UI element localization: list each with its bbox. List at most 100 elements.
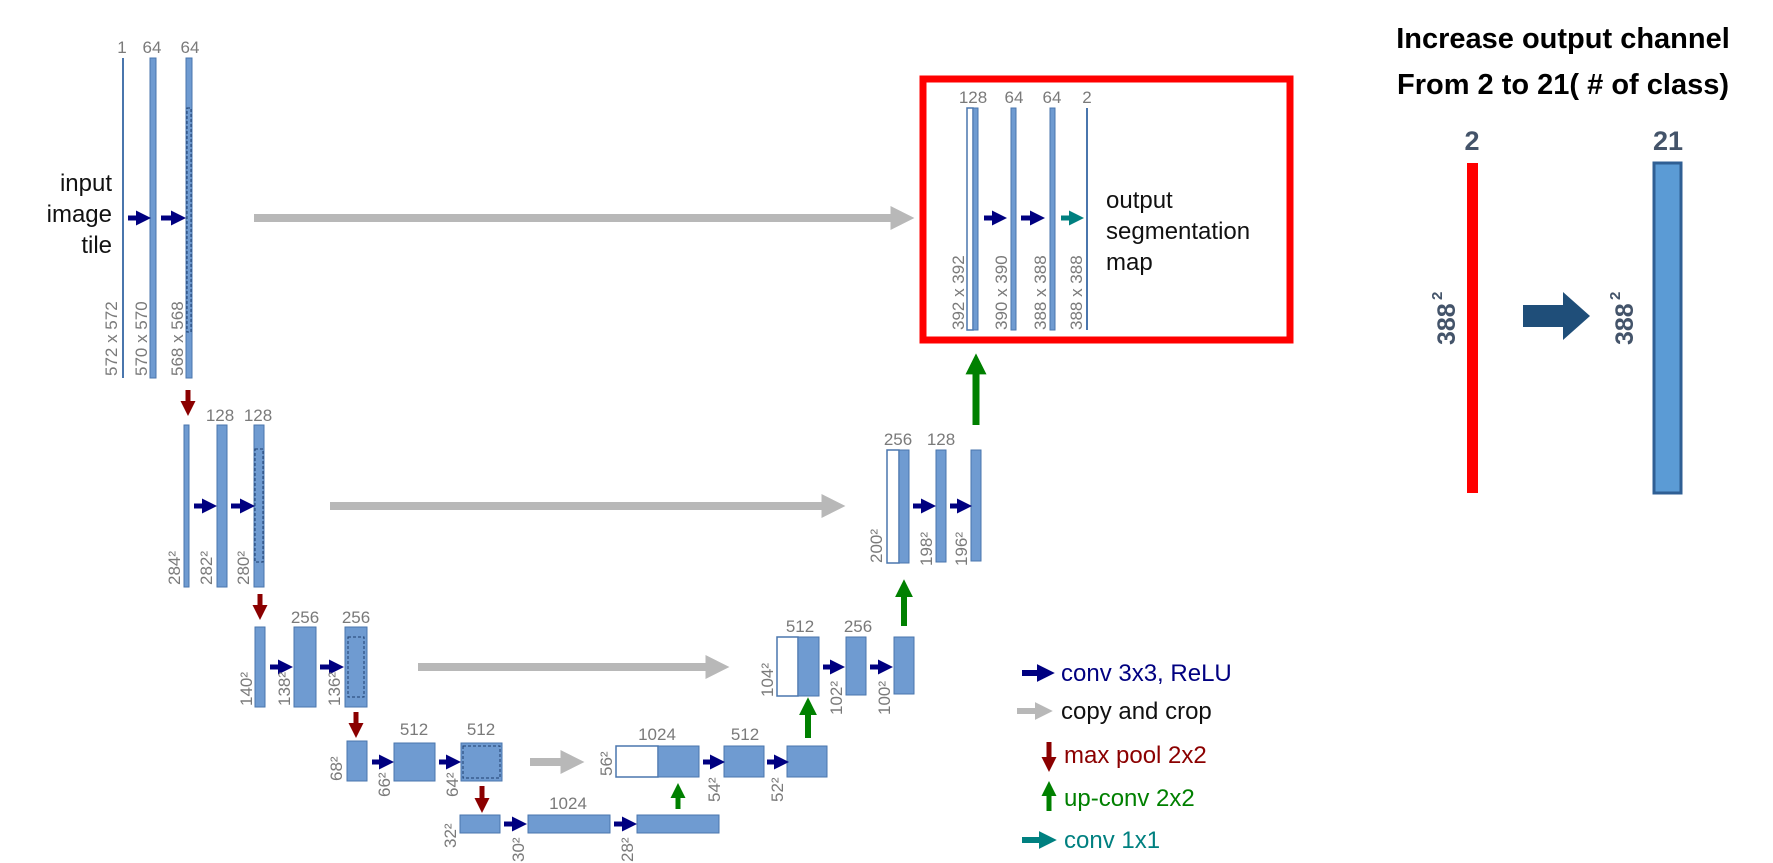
up4-copied-map <box>615 745 659 778</box>
level2-map-2 <box>216 424 228 588</box>
up4-map-2 <box>723 745 765 778</box>
after-size-base: 388 <box>1611 303 1639 345</box>
level4-channel-2: 512 <box>467 720 495 739</box>
up2-upconv-map <box>898 449 910 564</box>
up3-size-1: 104² <box>758 663 777 697</box>
output-label-line-2: segmentation <box>1106 218 1250 245</box>
right-title-line-1: Increase output channel <box>1396 23 1730 55</box>
up4-group: 1024 512 56² 54² 52² <box>597 697 828 802</box>
level2-size-3: 280² <box>234 551 253 585</box>
up3-size-2: 102² <box>827 681 846 715</box>
level3-group: 256 256 140² 138² 136² <box>237 608 730 738</box>
legend-label-conv1x1: conv 1x1 <box>1064 827 1160 854</box>
level2-channel-1: 128 <box>206 406 234 425</box>
before-size-base: 388 <box>1433 303 1461 345</box>
up4-map-3 <box>786 745 828 778</box>
up2-channel-1: 256 <box>884 430 912 449</box>
legend-label-conv: conv 3x3, ReLU <box>1061 660 1232 687</box>
level2-crop-region <box>254 448 264 563</box>
level2-size-1: 284² <box>165 551 184 585</box>
level3-map-3 <box>344 626 368 708</box>
before-output-bar <box>1467 163 1478 493</box>
bottom-channel-1: 1024 <box>549 794 587 813</box>
bottom-map-2 <box>527 814 611 834</box>
before-size-exp: 2 <box>1429 292 1446 300</box>
after-output-bar <box>1652 161 1683 495</box>
output-highlight-box <box>919 75 1294 344</box>
right-panel: Increase output channel From 2 to 21( # … <box>1396 23 1730 495</box>
after-size-label: 388 2 <box>1607 292 1639 345</box>
bottom-size-1: 32² <box>441 823 460 848</box>
up2-group: 256 128 200² 198² 196² <box>867 353 987 566</box>
up2-size-2: 198² <box>917 532 936 566</box>
level1-group: 1 64 64 input image tile 572 x 572 570 x… <box>47 38 915 416</box>
bottom-group: 1024 32² 30² 28² <box>441 783 720 862</box>
before-channel-count: 2 <box>1464 126 1479 156</box>
up3-map-3 <box>893 636 915 695</box>
level4-size-2: 66² <box>375 772 394 797</box>
up1-channel-3: 64 <box>1043 88 1062 107</box>
up1-channel-1: 128 <box>959 88 987 107</box>
level4-channel-1: 512 <box>400 720 428 739</box>
legend-label-upconv: up-conv 2x2 <box>1064 785 1195 812</box>
before-size-label: 388 2 <box>1429 292 1461 345</box>
level2-channel-2: 128 <box>244 406 272 425</box>
level1-channel-1: 1 <box>117 38 126 57</box>
up1-channel-2: 64 <box>1005 88 1024 107</box>
level4-size-3: 64² <box>443 772 462 797</box>
level4-group: 512 512 68² 66² 64² <box>327 720 585 813</box>
legend: conv 3x3, ReLU copy and crop max pool 2x… <box>1017 660 1232 854</box>
up1-upconv-map <box>972 107 979 331</box>
right-title-line-2: From 2 to 21( # of class) <box>1397 69 1729 101</box>
input-label-line-3: tile <box>81 232 112 259</box>
output-label-line-3: map <box>1106 249 1153 276</box>
up3-size-3: 100² <box>875 681 894 715</box>
right-arrow-icon <box>1523 292 1590 340</box>
up2-size-1: 200² <box>867 529 886 563</box>
level4-size-1: 68² <box>327 756 346 781</box>
level1-channel-3: 64 <box>181 38 200 57</box>
up4-size-3: 52² <box>768 777 787 802</box>
up3-channel-2: 256 <box>844 617 872 636</box>
level3-map-1 <box>254 626 266 708</box>
up4-channel-1: 1024 <box>638 725 676 744</box>
level4-map-2 <box>393 742 436 782</box>
level3-size-1: 140² <box>237 672 256 706</box>
legend-label-maxpool: max pool 2x2 <box>1064 742 1207 769</box>
level3-map-2 <box>293 626 317 708</box>
level3-crop-region <box>347 636 365 698</box>
up1-map-2 <box>1010 107 1017 331</box>
level4-map-1 <box>346 740 368 782</box>
up2-map-3 <box>970 449 982 562</box>
up4-upconv-map <box>657 745 700 778</box>
up1-channel-4: 2 <box>1082 88 1091 107</box>
level4-map-3 <box>460 742 503 782</box>
up3-group: 512 256 104² 102² 100² <box>758 579 915 715</box>
level1-input-map <box>122 58 124 378</box>
level3-channel-1: 256 <box>291 608 319 627</box>
output-label-line-1: output <box>1106 187 1173 214</box>
up3-map-2 <box>845 636 867 696</box>
legend-label-copy: copy and crop <box>1061 698 1212 725</box>
level3-channel-2: 256 <box>342 608 370 627</box>
up1-group: 128 64 64 2 392 x 392 390 x 390 388 x 38… <box>919 75 1294 344</box>
up1-size-4: 388 x 388 <box>1067 255 1086 330</box>
up1-map-3 <box>1049 107 1056 331</box>
bottom-size-2: 30² <box>509 837 528 862</box>
after-channel-count: 21 <box>1653 126 1683 156</box>
after-size-exp: 2 <box>1607 292 1624 300</box>
level1-crop-region <box>186 107 192 333</box>
bottom-size-3: 28² <box>618 837 637 862</box>
up4-size-2: 54² <box>705 777 724 802</box>
level3-size-2: 138² <box>275 672 294 706</box>
up1-output-map <box>1086 108 1088 330</box>
level2-map-1 <box>183 424 190 588</box>
input-label-line-2: image <box>47 201 112 228</box>
up1-size-2: 390 x 390 <box>992 255 1011 330</box>
level1-size-1: 572 x 572 <box>102 301 121 376</box>
level3-size-3: 136² <box>325 672 344 706</box>
level4-crop-region <box>462 745 501 779</box>
up3-upconv-map <box>797 636 820 697</box>
bottom-map-1 <box>459 814 501 834</box>
